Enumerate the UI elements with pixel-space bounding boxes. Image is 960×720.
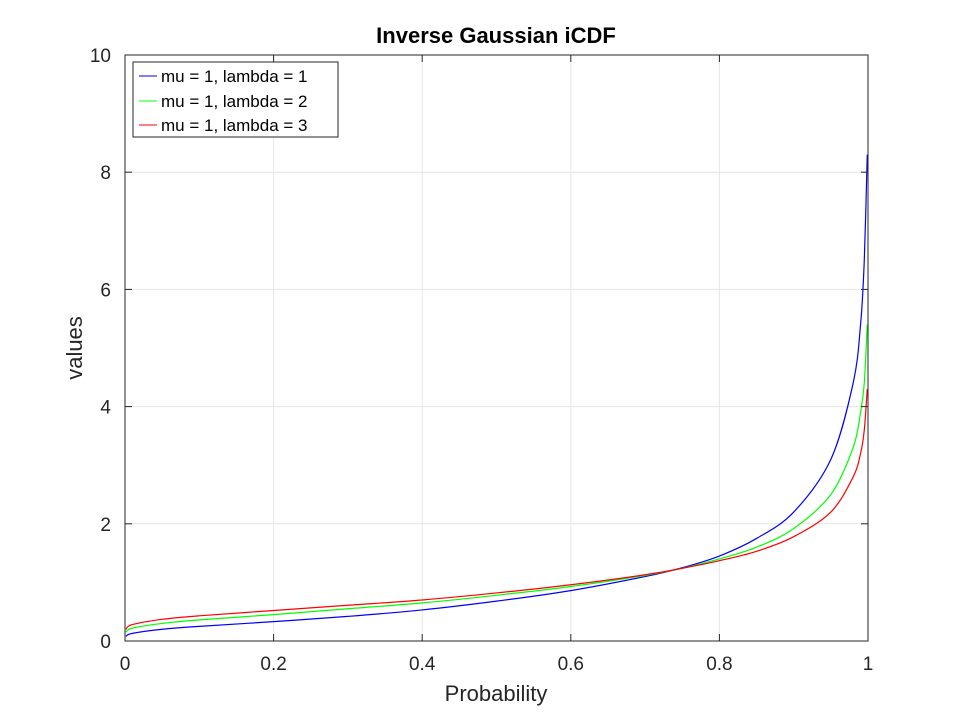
series-line-3	[125, 388, 868, 630]
y-axis-label: values	[62, 316, 87, 380]
x-tick-label: 0.6	[558, 654, 584, 675]
y-tick-label: 6	[100, 280, 111, 301]
x-tick-label: 1	[863, 654, 874, 675]
x-tick-label: 0	[120, 654, 131, 675]
y-tick-label: 4	[100, 398, 111, 419]
plot-frame	[124, 54, 869, 642]
x-tick-label: 0.2	[260, 654, 286, 675]
grid	[124, 54, 869, 642]
series-line-2	[125, 324, 868, 633]
legend-label-series-3: mu = 1, lambda = 3	[161, 116, 307, 135]
legend-label-series-1: mu = 1, lambda = 1	[161, 67, 307, 86]
legend: mu = 1, lambda = 1 mu = 1, lambda = 2 mu…	[132, 61, 339, 138]
legend-box	[132, 61, 339, 138]
y-tick-label: 2	[100, 515, 111, 536]
y-tick-label: 0	[100, 632, 111, 653]
x-tick-label: 0.4	[409, 654, 436, 675]
y-tick-label: 8	[100, 163, 111, 184]
plot-area	[125, 55, 868, 641]
series-line-1	[125, 154, 868, 637]
y-tick-label: 10	[90, 46, 111, 67]
x-tick-label: 0.8	[706, 654, 732, 675]
legend-label-series-2: mu = 1, lambda = 2	[161, 92, 307, 111]
chart-title: Inverse Gaussian iCDF	[376, 23, 616, 48]
x-axis-label: Probability	[445, 681, 548, 706]
series-lines	[125, 154, 868, 637]
